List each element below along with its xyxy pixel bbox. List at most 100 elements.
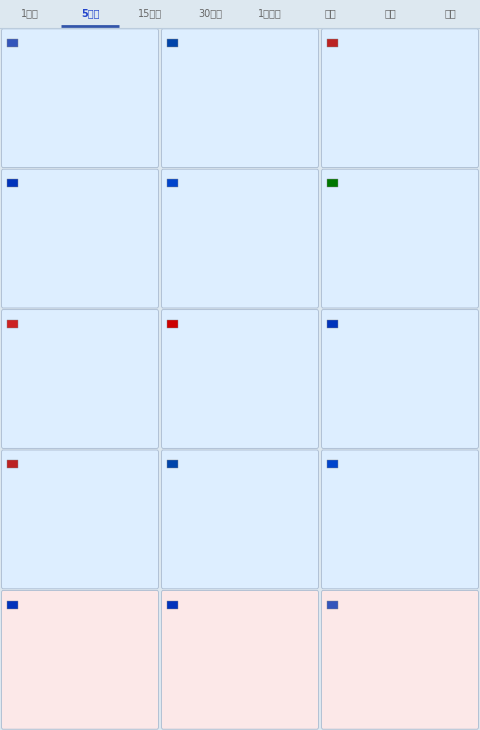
- Text: Bid: Bid: [329, 338, 341, 347]
- Bar: [190, 136, 192, 138]
- Bar: [416, 104, 420, 108]
- Bar: [9, 144, 12, 148]
- Bar: [169, 435, 172, 438]
- Bar: [60, 266, 63, 268]
- Bar: [385, 400, 389, 401]
- Bar: [106, 247, 109, 251]
- Bar: [339, 285, 342, 286]
- Text: 15分足: 15分足: [138, 9, 162, 18]
- Bar: [14, 518, 17, 519]
- Text: ↑95.715: ↑95.715: [169, 75, 211, 84]
- Bar: [184, 273, 188, 274]
- Bar: [200, 126, 203, 127]
- Bar: [194, 535, 198, 537]
- Bar: [230, 408, 234, 409]
- Text: 米ドル/円: 米ドル/円: [21, 41, 46, 50]
- Text: Bid: Bid: [169, 58, 181, 66]
- Bar: [261, 668, 264, 670]
- Bar: [240, 108, 244, 110]
- Text: Bid: Bid: [329, 58, 341, 66]
- Bar: [121, 237, 125, 239]
- Bar: [210, 419, 213, 420]
- Bar: [240, 276, 244, 277]
- Bar: [40, 279, 43, 280]
- Bar: [40, 136, 43, 139]
- Text: Bid: Bid: [9, 198, 21, 207]
- Bar: [416, 557, 420, 558]
- Bar: [205, 426, 208, 427]
- Bar: [169, 270, 172, 272]
- Bar: [230, 684, 234, 688]
- Bar: [210, 253, 213, 256]
- Bar: [251, 564, 254, 566]
- Text: ↑105.641: ↑105.641: [81, 356, 130, 365]
- Bar: [225, 690, 228, 693]
- Text: 日足: 日足: [324, 9, 336, 18]
- Bar: [375, 544, 378, 546]
- Bar: [60, 673, 63, 675]
- Bar: [339, 523, 342, 526]
- Bar: [406, 680, 409, 682]
- Text: ↑1.26382: ↑1.26382: [9, 496, 58, 505]
- Bar: [60, 407, 63, 409]
- Text: Bid: Bid: [169, 619, 181, 628]
- Bar: [329, 714, 332, 715]
- Bar: [432, 560, 435, 564]
- Bar: [106, 665, 109, 666]
- Bar: [75, 258, 79, 260]
- Text: ユーロ/ドル: ユーロ/ドル: [341, 322, 371, 331]
- Bar: [117, 247, 120, 248]
- Text: Ask: Ask: [401, 479, 415, 488]
- Bar: [287, 669, 290, 672]
- Bar: [240, 683, 244, 685]
- Bar: [236, 683, 239, 687]
- Bar: [339, 380, 342, 385]
- Bar: [111, 110, 115, 113]
- Bar: [251, 679, 254, 680]
- Bar: [355, 287, 358, 288]
- Text: ↓1.59251: ↓1.59251: [81, 637, 130, 645]
- Bar: [432, 238, 435, 242]
- Bar: [365, 696, 368, 697]
- Bar: [282, 561, 285, 563]
- Bar: [447, 97, 450, 100]
- Bar: [421, 558, 424, 561]
- Bar: [411, 550, 414, 553]
- Text: ↑0.67893: ↑0.67893: [169, 496, 217, 505]
- Bar: [401, 552, 404, 554]
- Bar: [71, 122, 74, 123]
- Bar: [416, 405, 420, 407]
- Bar: [101, 385, 105, 387]
- Bar: [14, 429, 17, 431]
- Bar: [411, 246, 414, 249]
- Bar: [266, 296, 270, 298]
- Text: スイスフラン/円: スイスフラン/円: [181, 322, 222, 331]
- Bar: [117, 391, 120, 393]
- Bar: [401, 118, 404, 119]
- Bar: [360, 391, 363, 393]
- Bar: [349, 278, 353, 280]
- Text: カナダドル/円: カナダドル/円: [21, 322, 57, 331]
- Bar: [220, 420, 224, 423]
- Bar: [75, 553, 79, 555]
- Text: ↑140.972: ↑140.972: [81, 75, 130, 84]
- Bar: [9, 288, 12, 290]
- Bar: [215, 257, 218, 258]
- Bar: [256, 278, 259, 280]
- Bar: [251, 402, 254, 404]
- Bar: [426, 241, 430, 245]
- Bar: [406, 256, 409, 258]
- Bar: [256, 558, 259, 561]
- Bar: [365, 275, 368, 277]
- Bar: [194, 256, 198, 258]
- Text: Ask: Ask: [401, 198, 415, 207]
- Bar: [246, 553, 249, 556]
- Text: Ask: Ask: [241, 479, 255, 488]
- Bar: [86, 551, 89, 552]
- Bar: [205, 253, 208, 255]
- Bar: [246, 405, 249, 406]
- Text: Bid: Bid: [9, 338, 21, 347]
- Bar: [96, 247, 99, 252]
- Bar: [220, 689, 224, 691]
- Bar: [385, 118, 389, 119]
